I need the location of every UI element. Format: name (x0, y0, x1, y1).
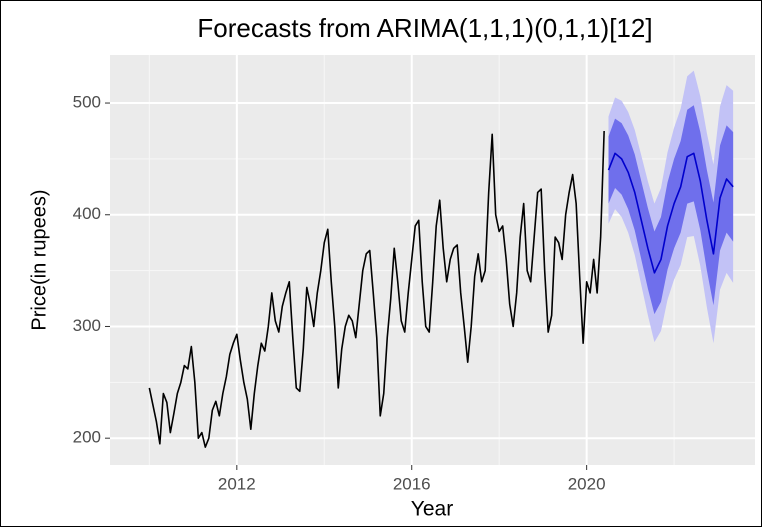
y-tick-label: 400 (73, 204, 101, 223)
y-tick-label: 300 (73, 316, 101, 335)
series-line (148, 130, 605, 448)
x-axis-label: Year (411, 498, 453, 521)
y-tick-label: 500 (73, 93, 101, 112)
y-axis-label: Price(in rupees) (28, 189, 50, 330)
x-tick-label: 2020 (568, 474, 606, 493)
x-tick-label: 2016 (393, 474, 431, 493)
y-tick-label: 200 (73, 428, 101, 447)
x-tick-label: 2012 (218, 474, 256, 493)
chart-title: Forecasts from ARIMA(1,1,1)(0,1,1)[12] (197, 13, 652, 43)
prediction-band (608, 105, 734, 315)
series-line (607, 152, 734, 274)
